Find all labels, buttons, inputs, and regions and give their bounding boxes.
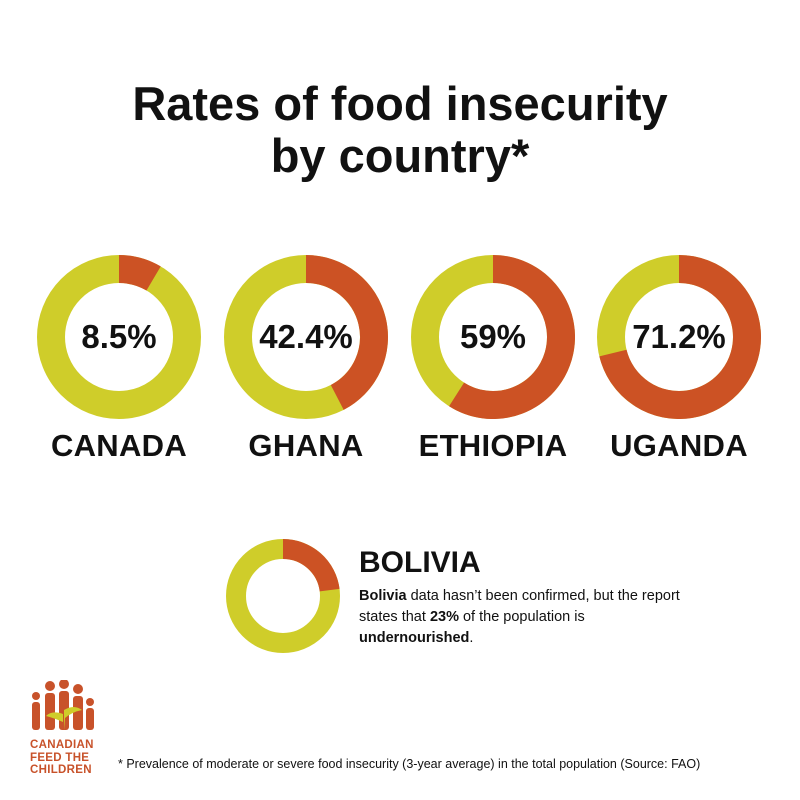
logo-text: CANADIAN FEED THE CHILDREN [30, 739, 110, 777]
category-label-ethiopia: ETHIOPIA [418, 428, 568, 463]
bolivia-note-percent: 23% [429, 609, 459, 625]
donut-chart-uganda: 71.2% [597, 255, 761, 419]
category-label-canada: CANADA [50, 428, 188, 463]
donut-slice-ghana [305, 255, 388, 410]
donut-slice-bolivia [282, 539, 340, 592]
donut-slice-ethiopia [449, 255, 575, 419]
bolivia-heading: BOLIVIA [359, 546, 481, 579]
logo-line-2: FEED THE [30, 751, 90, 764]
bolivia-note-country: Bolivia [359, 588, 407, 604]
donut-svg-uganda [597, 255, 761, 419]
bolivia-note-text-1: data hasn’t been confirmed, but the repo… [359, 588, 680, 625]
donut-chart-bolivia [226, 539, 340, 653]
bolivia-note-text-3: . [469, 630, 474, 646]
value-label-uganda: 71.2% [632, 318, 726, 355]
category-label-ghana: GHANA [248, 428, 364, 463]
value-label-ghana: 42.4% [259, 318, 353, 355]
value-label-canada: 8.5% [81, 318, 157, 355]
title-line-1: Rates of food insecurity [132, 77, 668, 130]
value-label-ethiopia: 59% [459, 318, 527, 355]
page-title: Rates of food insecurity by country* [0, 78, 800, 182]
canadian-feed-the-children-logo: CANADIAN FEED THE CHILDREN [30, 679, 110, 777]
bolivia-note-term: undernourished [359, 630, 470, 646]
donut-svg-ethiopia [411, 255, 575, 419]
bolivia-note-text-2: of the population is [458, 609, 585, 625]
family-people-logo-icon [32, 679, 94, 730]
donut-slice-canada [118, 255, 161, 291]
donut-svg-ghana [224, 255, 388, 419]
donut-svg-canada [37, 255, 201, 419]
logo-line-1: CANADIAN [30, 739, 94, 751]
donut-chart-ghana: 42.4% [224, 255, 388, 419]
bolivia-note: Bolivia data hasn’t been confirmed, but … [359, 586, 699, 649]
donut-chart-canada: 8.5% [37, 255, 201, 419]
donut-chart-ethiopia: 59% [411, 255, 575, 419]
category-label-uganda: UGANDA [610, 428, 748, 463]
donut-slice-uganda [599, 255, 761, 419]
logo-line-3: CHILDREN [30, 764, 92, 776]
title-line-2: by country* [270, 129, 530, 182]
footnote: * Prevalence of moderate or severe food … [118, 757, 701, 771]
